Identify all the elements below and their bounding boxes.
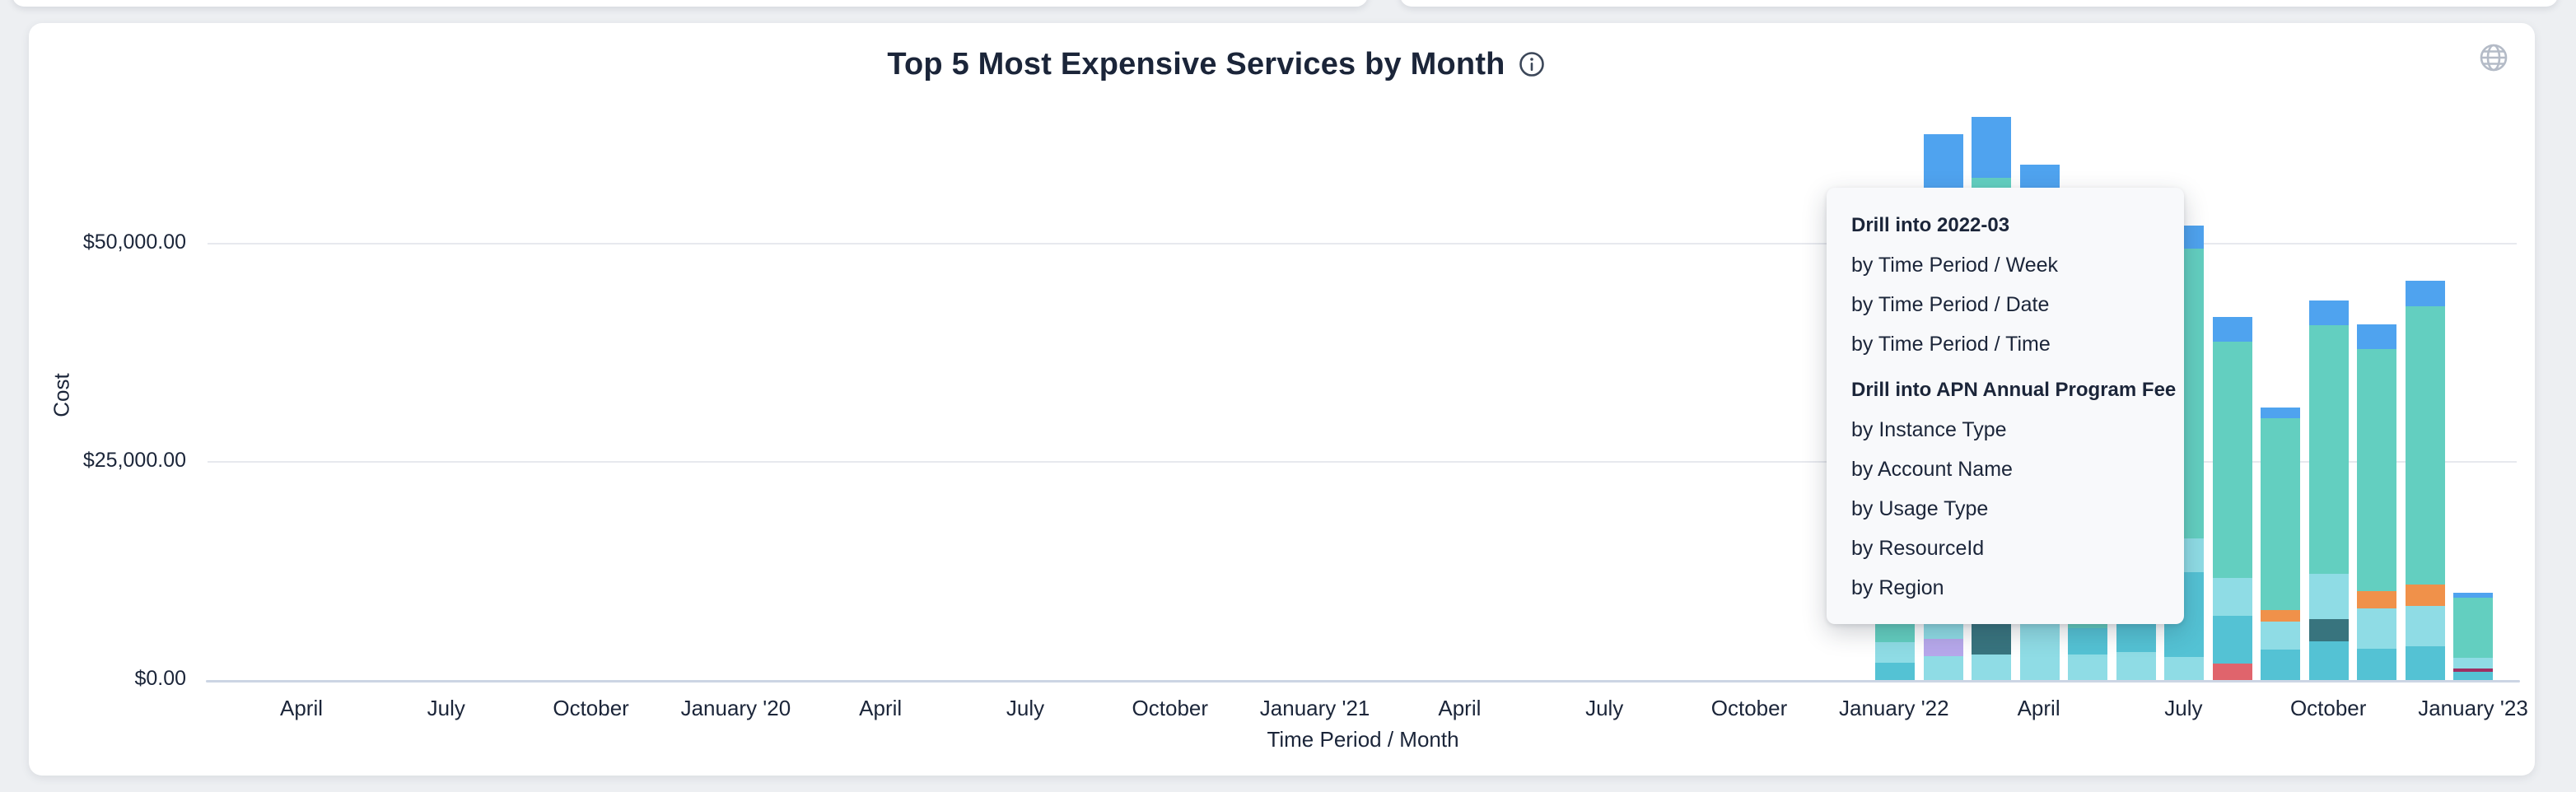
info-circle-icon[interactable]: [1519, 51, 1545, 77]
bar-2023-01-segment-0-blue[interactable]: [2453, 592, 2493, 598]
x-tick-label-14-october: October: [2289, 696, 2367, 720]
bar-2022-12-segment-0-blue[interactable]: [2405, 280, 2445, 307]
bar-2022-07-segment-4-pale_cyan[interactable]: [2164, 657, 2204, 680]
gridline-50000: [208, 243, 2517, 245]
bar-2022-09-segment-0-blue[interactable]: [2261, 408, 2300, 418]
bar-2022-08-segment-1-teal[interactable]: [2212, 341, 2252, 578]
menu-item-by-time-period-week[interactable]: by Time Period / Week: [1851, 254, 2059, 277]
bar-2022-11-segment-1-teal[interactable]: [2357, 348, 2396, 592]
globe-icon[interactable]: [2477, 41, 2510, 74]
bar-2022-05-segment-2-medium_cyan[interactable]: [2068, 628, 2107, 655]
bar-2022-11[interactable]: [2357, 324, 2396, 680]
bar-2022-09-segment-3-pale_cyan[interactable]: [2261, 621, 2300, 650]
bar-2022-01-segment-2-pale_cyan[interactable]: [1875, 642, 1915, 663]
menu-item-by-usage-type[interactable]: by Usage Type: [1851, 497, 1989, 520]
x-tick-label-8-april: April: [1438, 696, 1482, 720]
bar-2022-02-segment-5-pale_cyan[interactable]: [1923, 655, 1963, 680]
bar-2023-01-segment-4-medium_cyan[interactable]: [2453, 672, 2493, 680]
bar-2022-08-segment-2-pale_cyan[interactable]: [2212, 577, 2252, 616]
bar-2023-01[interactable]: [2453, 592, 2493, 680]
drilldown-context-menu: Drill into 2022-03 by Time Period / Week b…: [1827, 188, 2184, 624]
x-tick-label-13-july: July: [2164, 696, 2203, 720]
bar-2022-09-segment-4-medium_cyan[interactable]: [2261, 649, 2300, 680]
menu-item-by-instance-type[interactable]: by Instance Type: [1851, 418, 2007, 441]
bar-2022-10-segment-1-teal[interactable]: [2308, 324, 2349, 574]
x-tick-label-2-october: October: [553, 696, 629, 720]
bar-2022-10-segment-2-pale_cyan[interactable]: [2308, 573, 2349, 619]
menu-item-by-time-period-date[interactable]: by Time Period / Date: [1851, 293, 2050, 316]
x-tick-label-0-april: April: [279, 696, 323, 720]
bar-2022-09[interactable]: [2261, 408, 2300, 680]
x-tick-label-6-october: October: [1132, 696, 1209, 720]
bar-2022-12-segment-1-teal[interactable]: [2405, 306, 2445, 585]
y-tick-label-25000: $25,000.00: [82, 449, 186, 472]
y-tick-label-0: $0.00: [134, 667, 186, 690]
bar-2022-02-segment-4-purple[interactable]: [1923, 638, 1963, 656]
bar-2022-10-segment-4-medium_cyan[interactable]: [2308, 641, 2349, 680]
x-tick-label-10-october: October: [1710, 696, 1788, 720]
bar-2022-08-segment-4-red[interactable]: [2212, 663, 2252, 680]
gridline-25000: [208, 461, 2517, 463]
bar-2022-11-segment-3-pale_cyan[interactable]: [2357, 608, 2396, 649]
bar-2022-12[interactable]: [2405, 280, 2445, 680]
bar-2022-12-segment-4-medium_cyan[interactable]: [2405, 646, 2445, 680]
bar-2022-11-segment-4-medium_cyan[interactable]: [2357, 648, 2396, 680]
x-tick-label-5-july: July: [1006, 696, 1045, 720]
x-tick-label-3-january-20: January '20: [680, 696, 791, 720]
x-tick-label-12-april: April: [2017, 696, 2060, 720]
menu-header-drill-into-apn-annual-program-fee: Drill into APN Annual Program Fee: [1851, 379, 2177, 401]
chart-title: Top 5 Most Expensive Services by Month: [887, 46, 1505, 82]
menu-header-drill-into-2022-03: Drill into 2022-03: [1851, 214, 2010, 236]
x-axis-line: [206, 680, 2520, 683]
bar-2023-01-segment-1-teal[interactable]: [2453, 597, 2493, 658]
bar-2022-12-segment-3-pale_cyan[interactable]: [2405, 605, 2445, 647]
bar-2022-09-segment-1-teal[interactable]: [2261, 418, 2300, 611]
chart-header: Top 5 Most Expensive Services by Month: [29, 43, 2403, 86]
x-tick-label-11-january-22: January '22: [1838, 696, 1949, 720]
bar-2023-01-segment-3-maroon[interactable]: [2453, 669, 2493, 673]
bar-2022-03-segment-0-blue[interactable]: [1972, 116, 2011, 179]
bar-2023-01-segment-2-pale_cyan[interactable]: [2453, 657, 2493, 669]
bar-2022-09-segment-2-orange[interactable]: [2261, 610, 2300, 622]
bar-2022-08-segment-3-medium_cyan[interactable]: [2212, 615, 2252, 664]
x-axis-title: Time Period / Month: [1267, 727, 1459, 752]
bar-2022-12-segment-2-orange[interactable]: [2405, 585, 2445, 606]
bar-2022-08-segment-0-blue[interactable]: [2212, 317, 2252, 342]
bar-2022-05-segment-3-pale_cyan[interactable]: [2068, 655, 2107, 680]
menu-item-by-region[interactable]: by Region: [1851, 576, 1944, 599]
y-tick-label-50000: $50,000.00: [82, 231, 186, 254]
x-tick-label-15-january-23: January '23: [2418, 696, 2528, 720]
bar-2022-10-segment-3-dark_teal[interactable]: [2308, 618, 2349, 642]
x-tick-label-1-july: July: [427, 696, 465, 720]
x-tick-label-4-april: April: [859, 696, 903, 720]
bar-2022-08[interactable]: [2212, 317, 2252, 680]
x-tick-label-9-july: July: [1585, 696, 1624, 720]
bar-2022-10[interactable]: [2308, 300, 2349, 680]
menu-item-by-account-name[interactable]: by Account Name: [1851, 458, 2013, 481]
bar-2022-11-segment-2-orange[interactable]: [2357, 591, 2396, 608]
previous-row-card-left: [12, 0, 1368, 7]
menu-item-by-resourceid[interactable]: by ResourceId: [1851, 537, 1985, 560]
bar-2022-11-segment-0-blue[interactable]: [2357, 324, 2396, 349]
menu-item-by-time-period-time[interactable]: by Time Period / Time: [1851, 333, 2051, 356]
bar-2022-10-segment-0-blue[interactable]: [2308, 300, 2349, 325]
y-axis-title: Cost: [49, 373, 74, 417]
bar-2022-01-segment-3-medium_cyan[interactable]: [1875, 662, 1915, 680]
x-tick-label-7-january-21: January '21: [1259, 696, 1370, 720]
previous-row-card-right: [1400, 0, 2558, 7]
bar-2022-06-segment-3-pale_cyan[interactable]: [2116, 652, 2156, 680]
bar-2022-02-segment-0-blue[interactable]: [1923, 133, 1963, 196]
bar-2022-03-segment-5-pale_cyan[interactable]: [1972, 655, 2011, 680]
